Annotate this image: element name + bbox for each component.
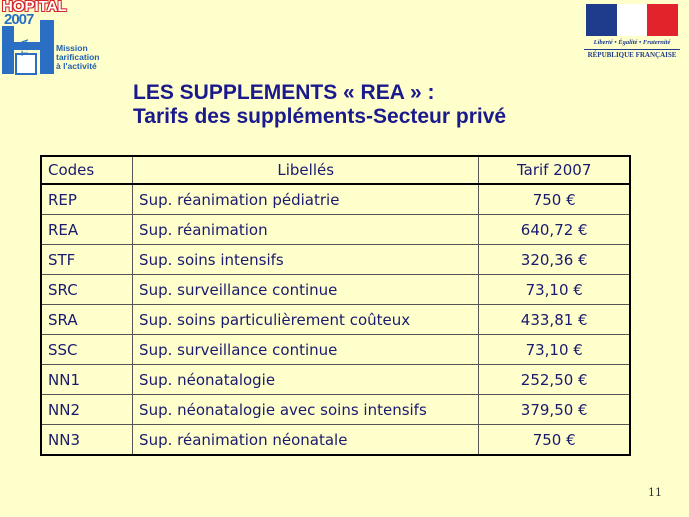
row-code: SRC (40, 274, 134, 305)
row-label: Sup. surveillance continue (132, 334, 480, 365)
row-label: Sup. réanimation (132, 214, 480, 245)
header-tarif: Tarif 2007 (478, 155, 631, 185)
table-row: NN3 Sup. réanimation néonatale 750 € (40, 424, 631, 456)
table-row: STF Sup. soins intensifs 320,36 € (40, 244, 631, 275)
row-tarif: 433,81 € (478, 304, 631, 335)
page-title: LES SUPPLEMENTS « REA » : Tarifs des sup… (133, 81, 506, 129)
table-row: REA Sup. réanimation 640,72 € (40, 214, 631, 245)
row-label: Sup. surveillance continue (132, 274, 480, 305)
table-row: REP Sup. réanimation pédiatrie 750 € (40, 183, 631, 215)
logo-hopital-text: HOPITAL (2, 0, 67, 15)
row-code: REA (40, 214, 134, 245)
title-line-2: Tarifs des suppléments-Secteur privé (133, 105, 507, 128)
row-tarif: 750 € (478, 183, 631, 215)
french-flag-icon (586, 4, 679, 36)
row-code: SSC (40, 334, 134, 365)
tarifs-table: Codes Libellés Tarif 2007 REP Sup. réanim… (40, 155, 631, 456)
title-line-1: LES SUPPLEMENTS « REA » : (133, 81, 435, 104)
header-codes: Codes (40, 155, 134, 185)
row-code: NN2 (40, 394, 134, 425)
table-row: NN1 Sup. néonatalogie 252,50 € (40, 364, 631, 395)
row-label: Sup. néonatalogie (132, 364, 480, 395)
row-code: NN3 (40, 424, 134, 456)
republique-francaise-logo: Liberté • Égalité • Fraternité RÉPUBLIQU… (584, 4, 680, 62)
row-code: STF (40, 244, 134, 275)
table-row: SSC Sup. surveillance continue 73,10 € (40, 334, 631, 365)
row-code: SRA (40, 304, 134, 335)
row-tarif: 252,50 € (478, 364, 631, 395)
hopital-2007-logo: HOPITAL 2007 T2A Mission tarification à … (0, 0, 118, 78)
logo-year-text: 2007 (4, 11, 34, 28)
mission-line-2: tarification (56, 52, 100, 62)
row-tarif: 73,10 € (478, 334, 631, 365)
h-letter-graphic (2, 20, 54, 75)
row-label: Sup. soins intensifs (132, 244, 480, 275)
row-code: NN1 (40, 364, 134, 395)
row-code: REP (40, 183, 134, 215)
row-tarif: 379,50 € (478, 394, 631, 425)
republic-motto: Liberté • Égalité • Fraternité (593, 39, 671, 46)
page-number: 11 (648, 486, 662, 499)
mission-line-1: Mission (56, 43, 88, 53)
header-libelles: Libellés (132, 155, 480, 185)
row-label: Sup. réanimation néonatale (132, 424, 480, 456)
row-tarif: 750 € (478, 424, 631, 456)
table-row: SRA Sup. soins particulièrement coûteux 43… (40, 304, 631, 335)
row-label: Sup. réanimation pédiatrie (132, 183, 480, 215)
row-tarif: 73,10 € (478, 274, 631, 305)
table-row: NN2 Sup. néonatalogie avec soins intensif… (40, 394, 631, 425)
row-label: Sup. soins particulièrement coûteux (132, 304, 480, 335)
logo-t2a-badge: T2A (20, 38, 30, 56)
table-row: SRC Sup. surveillance continue 73,10 € (40, 274, 631, 305)
logo-mission-text: Mission tarification à l'activité (56, 44, 99, 71)
table-header-row: Codes Libellés Tarif 2007 (40, 155, 631, 185)
republic-name: RÉPUBLIQUE FRANÇAISE (584, 49, 680, 59)
row-tarif: 320,36 € (478, 244, 631, 275)
mission-line-3: à l'activité (56, 61, 97, 71)
row-label: Sup. néonatalogie avec soins intensifs (132, 394, 480, 425)
row-tarif: 640,72 € (478, 214, 631, 245)
